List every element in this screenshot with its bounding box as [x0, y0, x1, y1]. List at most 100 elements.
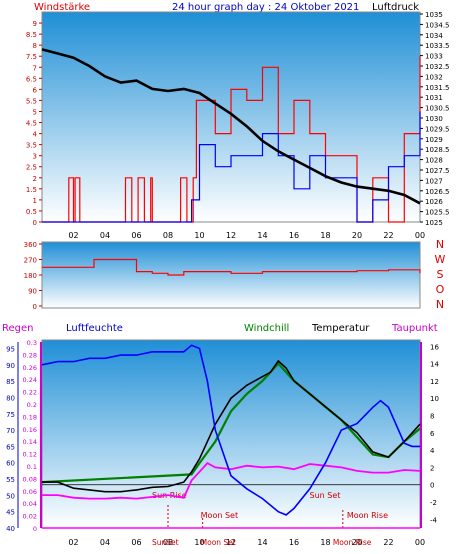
rain-tick-label: 0.12	[23, 451, 37, 459]
x-tick-label-top: 12	[226, 231, 236, 240]
x-tick-label-top: 22	[383, 231, 393, 240]
rain-tick-label: 0.18	[23, 413, 37, 421]
compass-label: O	[436, 283, 445, 296]
wind-tick-label: 8.5	[26, 31, 37, 39]
wind-tick-label: 8	[33, 42, 37, 50]
moon-set-label: Moon Set	[201, 511, 238, 520]
pressure-tick-label: 1033.5	[425, 42, 450, 50]
x-tick-label-bottom: 10	[194, 538, 204, 547]
x-tick-label-top: 02	[68, 231, 78, 240]
pressure-tick-label: 1032.5	[425, 63, 450, 71]
wind-tick-label: 0.5	[26, 208, 37, 216]
wind-tick-label: 6.5	[26, 75, 37, 83]
moon-rise-label: Moon Rise	[347, 511, 388, 520]
x-tick-label-bottom: 22	[383, 538, 393, 547]
rain-tick-label: 0.1	[27, 463, 37, 471]
rain-tick-label: 0	[33, 525, 37, 533]
x-tick-label-bottom: 14	[257, 538, 267, 547]
pressure-tick-label: 1034.5	[425, 21, 450, 29]
compass-label: N	[436, 298, 444, 311]
windchill-label: Windchill	[244, 323, 289, 334]
pressure-series-line	[41, 48, 421, 205]
x-tick-label-bottom: 20	[352, 538, 362, 547]
pressure-tick-label: 1026	[425, 198, 443, 206]
chart-title: 24 hour graph day : 24 Oktober 2021	[172, 2, 359, 13]
pressure-tick-label: 1031	[425, 94, 443, 102]
pressure-tick-label: 1027.5	[425, 167, 450, 175]
x-tick-label-bottom: 16	[289, 538, 299, 547]
x-tick-label-bottom: 02	[68, 538, 78, 547]
rain-tick-label: 0.3	[27, 339, 37, 347]
x-tick-label-top: 08	[163, 231, 173, 240]
bottom-moonrise-label: Moon Rise	[333, 538, 372, 547]
bottom-moonset-label: Moon Set	[201, 538, 236, 547]
rain-tick-label: 0.04	[23, 500, 37, 508]
pressure-tick-label: 1030	[425, 115, 443, 123]
wind-tick-label: 3	[33, 153, 37, 161]
x-tick-label-bottom: 18	[320, 538, 330, 547]
dewpoint-series-line	[42, 461, 421, 500]
rain-tick-label: 0.14	[23, 438, 37, 446]
humidity-tick-label: 65	[6, 443, 15, 451]
temp-tick-label: 12	[430, 378, 439, 386]
x-tick-label-bottom: 12	[226, 538, 236, 547]
luftdruck-label: Luftdruck	[372, 2, 419, 13]
direction-series-line	[42, 258, 421, 276]
temp-tick-label: 2	[430, 464, 434, 472]
pressure-tick-label: 1025.5	[425, 209, 450, 217]
pressure-tick-label: 1026.5	[425, 188, 450, 196]
pressure-tick-label: 1032	[425, 73, 443, 81]
compass-label: S	[437, 268, 444, 281]
humidity-tick-label: 75	[6, 411, 15, 419]
x-tick-label-top: 18	[320, 231, 330, 240]
humidity-tick-label: 95	[6, 346, 15, 354]
wind-tick-label: 6	[33, 86, 38, 94]
x-tick-label-top: 00	[415, 231, 425, 240]
direction-tick-label: 360	[24, 241, 37, 249]
rain-tick-label: 0.06	[23, 488, 37, 496]
pressure-tick-label: 1034	[425, 32, 443, 40]
humidity-tick-label: 85	[6, 378, 15, 386]
compass-label: N	[436, 238, 444, 251]
windstarke-label: Windstärke	[34, 2, 90, 13]
rain-tick-label: 0.26	[23, 364, 37, 372]
temp-tick-label: -2	[430, 499, 437, 507]
pressure-tick-label: 1029.5	[425, 125, 450, 133]
humidity-tick-label: 90	[6, 362, 15, 370]
wind-tick-label: 7.5	[26, 53, 37, 61]
taupunkt-label: Taupunkt	[391, 323, 438, 334]
humidity-tick-label: 45	[6, 509, 15, 517]
humidity-tick-label: 80	[6, 394, 15, 402]
x-tick-label-bottom: 08	[163, 538, 173, 547]
rain-tick-label: 0.2	[27, 401, 37, 409]
rain-tick-label: 0.02	[23, 513, 37, 521]
wind-tick-label: 9	[33, 20, 37, 28]
humidity-tick-label: 55	[6, 476, 15, 484]
pressure-tick-label: 1030.5	[425, 105, 450, 113]
pressure-tick-label: 1027	[425, 177, 443, 185]
x-tick-label-top: 20	[352, 231, 362, 240]
temp-tick-label: 10	[430, 395, 439, 403]
x-tick-label-top: 06	[131, 231, 141, 240]
wind-tick-label: 5.5	[26, 97, 37, 105]
humidity-series-line	[41, 344, 420, 516]
x-tick-label-top: 16	[289, 231, 299, 240]
climate-panel	[41, 339, 421, 529]
rain-tick-label: 0.22	[23, 389, 37, 397]
temp-tick-label: 8	[430, 413, 434, 421]
temp-tick-label: 4	[430, 447, 435, 455]
humidity-tick-label: 40	[6, 525, 15, 533]
x-tick-label-top: 10	[194, 231, 204, 240]
x-tick-label-top: 04	[100, 231, 110, 240]
pressure-tick-label: 1033	[425, 53, 443, 61]
humidity-tick-label: 60	[6, 460, 15, 468]
x-tick-label-top: 14	[257, 231, 267, 240]
pressure-tick-label: 1028	[425, 157, 443, 165]
x-tick-label-bottom: 00	[415, 538, 425, 547]
wind-tick-label: 2	[33, 175, 37, 183]
bottom-sunset-label: SunSet	[152, 538, 179, 547]
rain-tick-label: 0.24	[23, 376, 37, 384]
sun-set-label: Sun Set	[310, 491, 341, 500]
humidity-tick-label: 50	[6, 492, 15, 500]
